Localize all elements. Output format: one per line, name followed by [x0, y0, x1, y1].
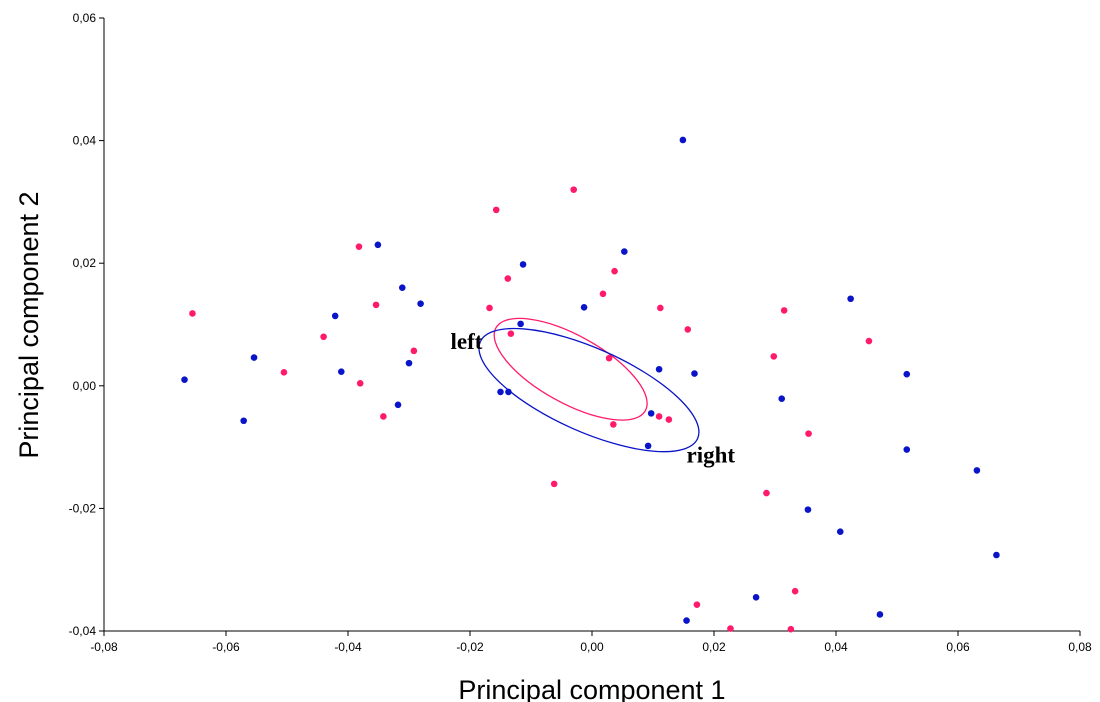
ellipse-left: [493, 317, 648, 421]
annotation-left: left: [450, 329, 482, 354]
point-blue: [398, 284, 406, 292]
point-blue: [847, 295, 854, 303]
point-pink: [787, 625, 795, 633]
point-pink: [763, 489, 770, 497]
point-blue: [405, 359, 413, 367]
annotation-right: right: [687, 442, 736, 467]
point-pink: [486, 304, 493, 312]
point-blue: [519, 261, 527, 268]
x-tick-label: -0,02: [456, 640, 484, 654]
point-pink: [280, 369, 288, 376]
point-blue: [394, 401, 402, 409]
point-blue: [497, 388, 504, 396]
point-pink: [665, 416, 673, 423]
y-tick-label: 0,04: [73, 134, 97, 148]
point-blue: [417, 300, 424, 307]
x-tick-label: -0,06: [212, 640, 240, 654]
point-pink: [684, 326, 692, 333]
point-blue: [752, 593, 760, 601]
axes: -0,08 -0,06 -0,04 -0,02 0,00 0,02 0,04 0,06 0,08…: [69, 11, 1092, 654]
point-blue: [580, 304, 588, 311]
y-tick-label: -0,02: [69, 501, 97, 515]
point-pink: [780, 307, 788, 314]
point-blue: [647, 410, 655, 417]
point-pink: [356, 380, 364, 387]
point-pink: [504, 275, 512, 282]
y-tick-label: -0,04: [69, 624, 97, 638]
point-pink: [610, 421, 617, 428]
point-blue: [517, 320, 524, 328]
data-points: [181, 136, 1000, 633]
x-axis-title: Principal component 1: [458, 675, 725, 702]
x-tick-label: -0,04: [334, 640, 362, 654]
point-pink: [410, 347, 418, 355]
x-tick-label: -0,08: [90, 640, 118, 654]
point-pink: [372, 301, 380, 309]
point-pink: [570, 186, 577, 193]
point-blue: [644, 442, 652, 450]
y-tick-label: 0,00: [73, 379, 97, 393]
point-pink: [727, 625, 734, 632]
y-tick-label: 0,06: [73, 11, 97, 25]
confidence-ellipses: [478, 317, 700, 453]
x-tick-label: 0,06: [946, 640, 970, 654]
point-blue: [655, 365, 663, 373]
point-blue: [621, 248, 628, 255]
point-pink: [492, 206, 500, 214]
point-pink: [770, 353, 778, 360]
point-pink: [320, 333, 327, 341]
x-tick-label: 0,00: [580, 640, 604, 654]
point-blue: [903, 446, 911, 453]
ellipse-right: [478, 327, 700, 453]
point-pink: [693, 601, 701, 608]
point-pink: [599, 290, 607, 298]
point-blue: [691, 370, 698, 377]
point-pink: [189, 310, 196, 317]
x-tick-label: 0,02: [702, 640, 726, 654]
point-pink: [355, 243, 363, 250]
y-tick-label: 0,02: [73, 256, 97, 270]
point-blue: [876, 611, 884, 618]
point-pink: [805, 430, 812, 437]
point-blue: [683, 617, 690, 624]
point-blue: [240, 417, 247, 425]
point-pink: [611, 267, 618, 275]
point-pink: [657, 304, 664, 312]
y-axis-title: Principal component 2: [14, 191, 44, 458]
point-pink: [791, 587, 799, 595]
point-blue: [331, 312, 339, 320]
point-blue: [505, 388, 512, 396]
point-pink: [550, 480, 558, 488]
point-blue: [993, 551, 1000, 559]
point-blue: [973, 467, 981, 474]
point-blue: [903, 370, 911, 378]
point-blue: [374, 241, 382, 249]
point-blue: [804, 506, 812, 513]
point-pink: [865, 337, 873, 345]
annotations: left right: [450, 329, 735, 467]
point-pink: [380, 413, 387, 420]
point-blue: [181, 376, 188, 383]
point-blue: [778, 395, 786, 402]
point-blue: [836, 528, 844, 535]
x-tick-label: 0,08: [1068, 640, 1092, 654]
point-pink: [655, 413, 663, 420]
point-blue: [250, 354, 258, 361]
point-blue: [679, 136, 687, 144]
point-blue: [337, 368, 345, 376]
point-pink: [507, 330, 515, 337]
x-tick-label: 0,04: [824, 640, 848, 654]
point-pink: [605, 354, 613, 362]
